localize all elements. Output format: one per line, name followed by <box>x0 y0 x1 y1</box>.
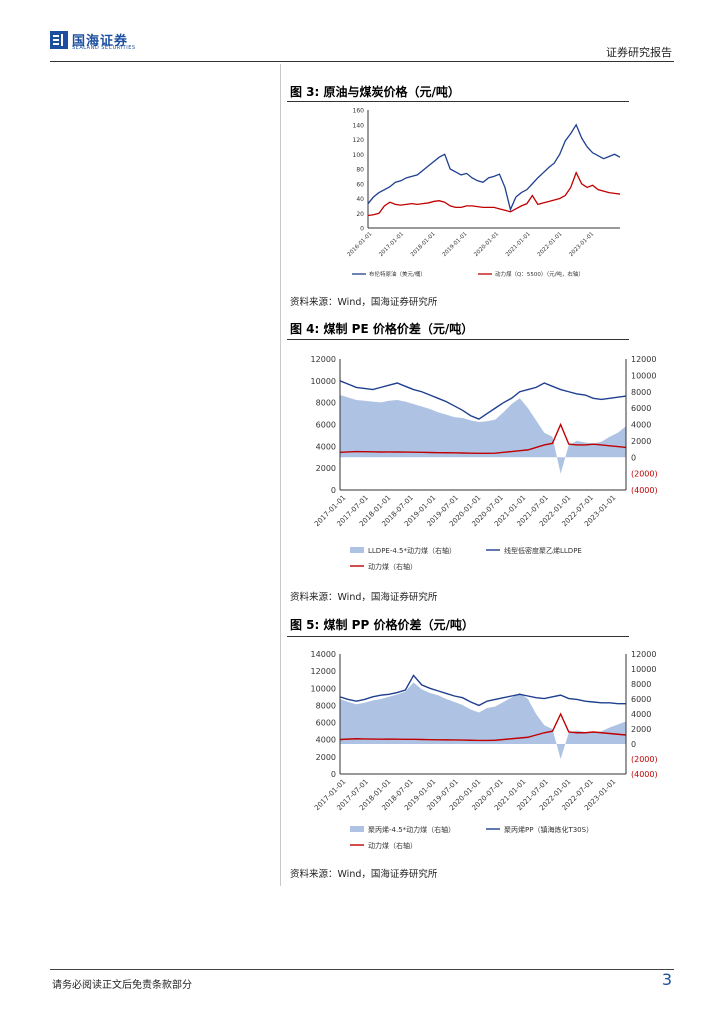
legend-label-0: 布伦特原油（美元/桶） <box>369 270 426 278</box>
report-type: 证券研究报告 <box>606 46 672 59</box>
figure-3-title: 图 3: 原油与煤炭价格（元/吨） <box>290 85 460 99</box>
legend-label-0: 聚丙烯-4.5*动力煤（右轴） <box>368 825 455 834</box>
figure-4-chart: 0 2000 4000 6000 8000 10000 12000 (4000) (2000) 0… <box>311 355 658 571</box>
right-tick-label: 12000 <box>631 650 656 659</box>
legend-swatch-0 <box>350 826 364 832</box>
series-line-1 <box>367 171 621 217</box>
y-tick-label: 80 <box>356 167 364 174</box>
right-tick-label: 2000 <box>631 437 651 446</box>
y-tick-label: 120 <box>353 137 365 144</box>
coal-line <box>339 422 627 455</box>
y-tick-label: 160 <box>353 108 365 115</box>
y-tick-label: 40 <box>356 196 364 203</box>
footer-disclaimer: 请务必阅读正文后免责条款部分 <box>52 980 192 991</box>
right-tick-label: 6000 <box>631 404 651 413</box>
left-tick-label: 0 <box>331 486 336 495</box>
x-tick-label: 2023-01-01 <box>568 231 595 258</box>
right-tick-label: 4000 <box>631 421 651 430</box>
figure-3-chart: 0 20 40 60 80 100 120 140 160 2016-01-01 2017-01-0… <box>347 108 621 278</box>
column-divider <box>280 64 281 886</box>
y-tick-label: 100 <box>353 152 365 159</box>
page-number: 3 <box>661 970 672 989</box>
y-tick-label: 60 <box>356 181 364 188</box>
figure-5-source: 资料来源：Wind，国海证券研究所 <box>290 869 438 880</box>
figure-4-source: 资料来源：Wind，国海证券研究所 <box>290 592 438 603</box>
price-line <box>339 674 626 707</box>
left-tick-label: 4000 <box>316 736 336 745</box>
x-tick-label: 2019-01-01 <box>442 231 469 258</box>
figure-5-rule <box>287 636 629 637</box>
logo-text: 国海证券 <box>72 34 129 49</box>
right-tick-label: (2000) <box>631 755 658 764</box>
legend-label-0: LLDPE-4.5*动力煤（右轴） <box>368 546 456 555</box>
price-line <box>339 380 627 420</box>
right-tick-label: (4000) <box>631 486 658 495</box>
right-tick-label: 10000 <box>631 371 656 380</box>
left-tick-label: 10000 <box>311 684 336 693</box>
footer-divider <box>50 969 674 970</box>
series-line-0 <box>367 123 621 212</box>
x-tick-label: 2016-01-01 <box>347 231 374 258</box>
right-tick-label: 0 <box>631 740 636 749</box>
legend-label-2: 动力煤（右轴） <box>368 841 417 850</box>
figure-3-rule <box>287 101 629 102</box>
left-tick-label: 2000 <box>316 753 336 762</box>
right-tick-label: 0 <box>631 453 636 462</box>
left-tick-label: 8000 <box>316 701 336 710</box>
spread-area <box>340 395 626 474</box>
figure-4-title: 图 4: 煤制 PE 价格价差（元/吨） <box>290 322 474 336</box>
right-tick-label: (2000) <box>631 470 658 479</box>
legend-label-2: 动力煤（右轴） <box>368 562 417 571</box>
x-tick-label: 2017-01-01 <box>378 231 405 258</box>
y-tick-label: 140 <box>353 122 365 129</box>
right-tick-label: 6000 <box>631 695 651 704</box>
coal-line <box>339 712 627 742</box>
figure-4-rule <box>287 339 629 340</box>
left-tick-label: 6000 <box>316 719 336 728</box>
logo-subtext: SEALAND SECURITIES <box>72 45 136 51</box>
y-tick-label: 0 <box>360 226 364 233</box>
x-tick-label: 2018-01-01 <box>410 231 437 258</box>
left-tick-label: 4000 <box>316 442 336 451</box>
right-tick-label: (4000) <box>631 770 658 779</box>
legend-label-1: 聚丙烯PP（镇海炼化T30S） <box>504 825 593 834</box>
left-tick-label: 2000 <box>316 464 336 473</box>
x-tick-label: 2021-01-01 <box>505 231 532 258</box>
left-tick-label: 12000 <box>311 667 336 676</box>
left-tick-label: 12000 <box>311 355 336 364</box>
legend-label-1: 动力煤（Q：5500）（元/吨，右轴） <box>495 270 584 278</box>
left-tick-label: 14000 <box>311 650 336 659</box>
header-divider <box>50 61 674 62</box>
figure-3-source: 资料来源：Wind，国海证券研究所 <box>290 297 438 308</box>
legend-label-1: 线型低密度聚乙烯LLDPE <box>504 546 582 555</box>
left-tick-label: 10000 <box>311 377 336 386</box>
right-tick-label: 10000 <box>631 665 656 674</box>
sealand-logo-icon <box>50 31 68 49</box>
y-tick-label: 20 <box>356 211 364 218</box>
x-tick-label: 2020-01-01 <box>473 231 500 258</box>
figure-5-chart: 0 2000 4000 6000 8000 10000 12000 14000 (4000) (2… <box>311 650 658 850</box>
spread-area <box>340 682 626 759</box>
left-tick-label: 0 <box>331 770 336 779</box>
x-tick-label: 2022-01-01 <box>537 231 564 258</box>
left-tick-label: 6000 <box>316 421 336 430</box>
right-tick-label: 8000 <box>631 388 651 397</box>
right-tick-label: 2000 <box>631 725 651 734</box>
right-tick-label: 8000 <box>631 680 651 689</box>
legend-swatch-0 <box>350 547 364 553</box>
right-tick-label: 4000 <box>631 710 651 719</box>
figure-5-title: 图 5: 煤制 PP 价格价差（元/吨） <box>290 618 474 632</box>
left-tick-label: 8000 <box>316 399 336 408</box>
right-tick-label: 12000 <box>631 355 656 364</box>
